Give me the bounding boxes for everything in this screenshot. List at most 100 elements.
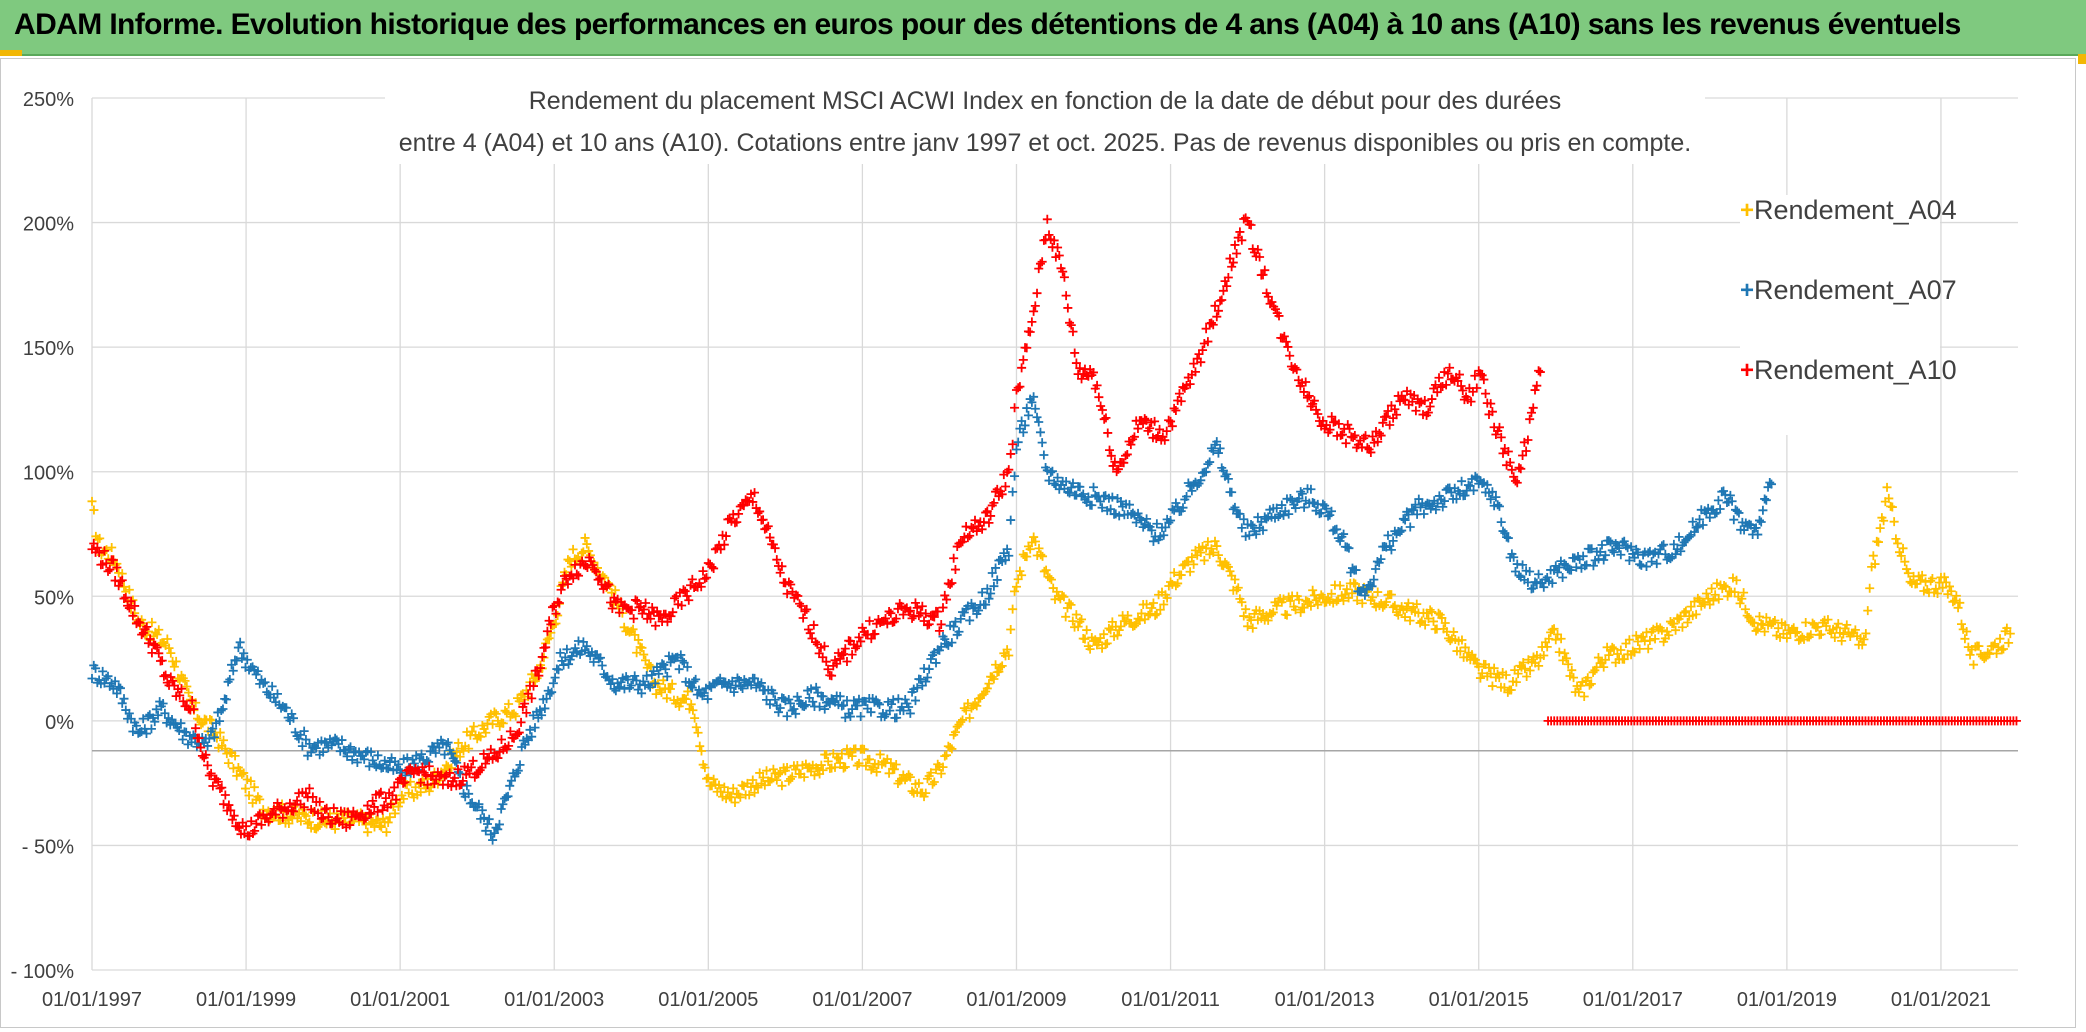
rendement-a10-point xyxy=(226,805,236,815)
rendement-a10-point xyxy=(288,806,298,816)
rendement-a10-point xyxy=(556,585,566,595)
x-tick-label: 01/01/2009 xyxy=(966,989,1066,1011)
rendement-a04-point xyxy=(1870,559,1880,569)
rendement-a10-point xyxy=(912,603,922,613)
rendement-a04-point xyxy=(816,760,826,770)
rendement-a07-point xyxy=(1075,482,1085,492)
rendement-a07-point xyxy=(1066,483,1076,493)
x-tick-label: 01/01/2001 xyxy=(350,989,450,1011)
rendement-a04-point xyxy=(1522,671,1532,681)
rendement-a04-point xyxy=(1045,573,1055,583)
rendement-a04-point xyxy=(1896,551,1906,561)
rendement-a04-point xyxy=(662,693,672,703)
rendement-a10-point xyxy=(1283,342,1293,352)
rendement-a10-point xyxy=(602,581,612,591)
rendement-a04-point xyxy=(95,533,105,543)
rendement-a04-point xyxy=(240,784,250,794)
rendement-a10-point xyxy=(234,823,244,833)
rendement-a07-point xyxy=(729,687,739,697)
rendement-a04-point xyxy=(1368,592,1378,602)
rendement-a07-point xyxy=(1486,494,1496,504)
rendement-a10-point xyxy=(1162,426,1172,436)
rendement-a10-point xyxy=(821,657,831,667)
rendement-a04-point xyxy=(928,779,938,789)
rendement-a04-point xyxy=(237,769,247,779)
rendement-a04-point xyxy=(1046,575,1056,585)
rendement-a10-point xyxy=(119,594,129,604)
rendement-a04-point xyxy=(1241,604,1251,614)
rendement-a07-point xyxy=(498,799,508,809)
rendement-a04-point xyxy=(1029,532,1039,542)
rendement-a04-point xyxy=(630,630,640,640)
rendement-a04-point xyxy=(865,754,875,764)
rendement-a04-point xyxy=(714,780,724,790)
rendement-a07-point xyxy=(1695,514,1705,524)
rendement-a10-point xyxy=(376,787,386,797)
rendement-a04-point xyxy=(1400,612,1410,622)
rendement-a07-point xyxy=(774,707,784,717)
rendement-a04-point xyxy=(1983,648,1993,658)
x-tick-label: 01/01/2019 xyxy=(1737,989,1837,1011)
rendement-a10-point xyxy=(194,733,204,743)
rendement-a07-point xyxy=(479,813,489,823)
rendement-a07-point xyxy=(682,662,692,672)
rendement-a07-point xyxy=(900,694,910,704)
rendement-a04-point xyxy=(1159,599,1169,609)
rendement-a10-point xyxy=(981,508,991,518)
rendement-a04-point xyxy=(730,798,740,808)
rendement-a07-point xyxy=(1258,525,1268,535)
rendement-a04-point xyxy=(1664,630,1674,640)
rendement-a04-point xyxy=(1893,538,1903,548)
rendement-a10-point xyxy=(1434,373,1444,383)
rendement-a07-point xyxy=(253,666,263,676)
rendement-a10-point xyxy=(933,607,943,617)
rendement-a04-point xyxy=(1344,593,1354,603)
rendement-a04-point xyxy=(376,822,386,832)
rendement-a07-point xyxy=(1208,446,1218,456)
rendement-a07-point xyxy=(674,664,684,674)
rendement-a10-point xyxy=(847,650,857,660)
rendement-a04-point xyxy=(1756,619,1766,629)
rendement-a04-point xyxy=(1501,670,1511,680)
rendement-a04-point xyxy=(1859,634,1869,644)
rendement-a04-point xyxy=(1955,598,1965,608)
rendement-a07-point xyxy=(1131,518,1141,528)
rendement-a07-point xyxy=(912,683,922,693)
rendement-a04-point xyxy=(1693,593,1703,603)
rendement-a07-point xyxy=(443,738,453,748)
rendement-a10-point xyxy=(1246,220,1256,230)
rendement-a04-point xyxy=(693,728,703,738)
rendement-a04-point xyxy=(1162,593,1172,603)
rendement-a04-point xyxy=(1233,583,1243,593)
rendement-a04-point xyxy=(504,699,514,709)
rendement-a07-point xyxy=(1296,487,1306,497)
rendement-a10-point xyxy=(702,573,712,583)
rendement-a10-point xyxy=(1407,397,1417,407)
corner-accent-left xyxy=(0,50,22,56)
rendement-a07-point xyxy=(1212,437,1222,447)
rendement-a10-point xyxy=(272,798,282,808)
rendement-a07-point xyxy=(258,678,268,688)
rendement-a04-point xyxy=(1135,616,1145,626)
rendement-a04-point xyxy=(1475,673,1485,683)
rendement-a10-point xyxy=(1503,447,1513,456)
rendement-a04-point xyxy=(383,817,393,827)
rendement-a04-point xyxy=(1039,566,1049,576)
rendement-a04-point xyxy=(1025,544,1035,554)
rendement-a04-point xyxy=(1900,557,1910,567)
rendement-a10-point xyxy=(1185,379,1195,389)
legend-label-a07: Rendement_A07 xyxy=(1754,275,1957,305)
rendement-a04-point xyxy=(852,761,862,771)
rendement-a07-point xyxy=(1674,532,1684,542)
rendement-a10-point xyxy=(1327,412,1337,422)
rendement-a04-point xyxy=(124,585,134,595)
rendement-a10-point xyxy=(678,585,688,595)
rendement-a04-point xyxy=(723,787,733,797)
rendement-a10-point xyxy=(984,518,994,528)
rendement-a04-point xyxy=(1830,632,1840,642)
rendement-a10-point xyxy=(1097,405,1107,415)
rendement-a04-point xyxy=(1294,595,1304,605)
rendement-a07-point xyxy=(818,691,828,701)
rendement-a10-point xyxy=(1516,464,1526,474)
rendement-a10-point xyxy=(117,575,127,585)
